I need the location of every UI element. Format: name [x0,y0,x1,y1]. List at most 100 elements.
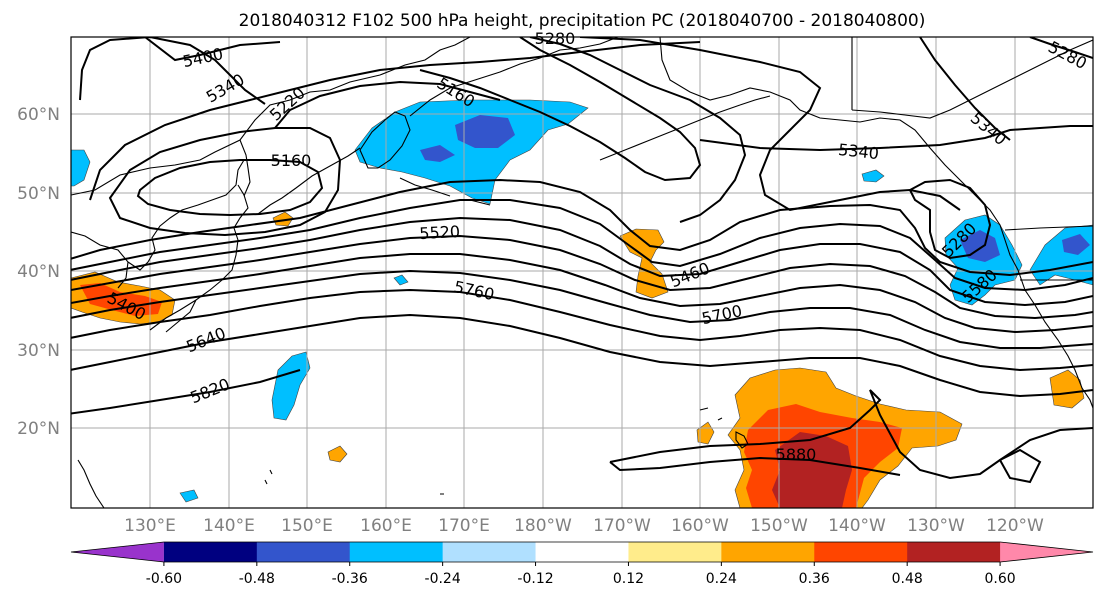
contour-5340-mid [579,37,961,212]
contour-label: 5160 [271,151,312,170]
lat-tick: 50°N [17,184,60,204]
colorbar-label: -0.48 [239,571,275,587]
contour-5280-north [529,37,747,223]
colorbar-segment [256,542,351,562]
lon-ticks: 130°E 140°E 150°E 160°E 170°E 180°W 170°… [124,516,1044,536]
lon-tick: 130°E [124,516,176,536]
lon-tick: 150°W [750,516,808,536]
lat-tick: 30°N [17,341,60,361]
precip-negative-west-edge [71,149,91,187]
colorbar-label: -0.12 [517,571,553,587]
lon-tick: 180°W [514,516,572,536]
contour-5880-island [998,448,1042,484]
lon-tick: 160°E [360,516,412,536]
lon-tick: 160°W [671,516,729,536]
contour-5340-outer [79,37,266,105]
precip-positive-japan-core [80,283,162,316]
lon-tick: 120°W [986,516,1044,536]
colorbar-label: 0.60 [985,571,1016,587]
contour-label: 5280 [535,29,576,48]
precip-positive-south [327,445,348,463]
colorbar-label: 0.36 [799,571,830,587]
colorbar-label: -0.60 [146,571,182,587]
precip-negative-gulf [861,169,885,183]
figure-title: 2018040312 F102 500 hPa height, precipit… [239,11,926,31]
lon-tick: 140°E [203,516,255,536]
precip-positive-california [1049,369,1085,409]
precip-negative-tiny [179,489,199,503]
colorbar-label: 0.48 [892,571,923,587]
contour-5520 [71,216,1093,307]
coast-siberia-north [409,37,619,117]
map-frame [70,36,1094,509]
contour-5820 [71,313,1093,398]
colorbar-segment [349,542,444,562]
precip-negative-kamchatka [354,99,589,205]
contour-5460 [71,199,1093,292]
lat-ticks: 60°N 50°N 40°N 30°N 20°N [17,105,60,439]
height-contours [71,37,1093,484]
contour-5640 [71,253,1093,334]
coast-sakhalin [239,139,251,197]
colorbar-label: 0.12 [613,571,644,587]
colorbar-segment [442,542,537,562]
colorbar-segment [71,542,164,562]
contour-5340-ne [919,37,1011,141]
coast-hawaii [699,407,749,449]
contour-5820-low [71,369,301,415]
lat-tick: 60°N [17,105,60,125]
coast-islands [77,459,444,508]
contour-5400-outer [144,37,281,62]
colorbar-segment [721,542,815,562]
colorbar: -0.60 -0.48 -0.36 -0.24 -0.12 0.12 0.24 0.36 0.4… [70,541,1094,587]
coast-us-border [1004,225,1093,281]
lon-tick: 140°W [828,516,886,536]
coast-alaska-peninsula [739,95,771,106]
contour-5220-upper [274,80,501,129]
colorbar-label: -0.36 [332,571,368,587]
contour-5400-trough [71,178,1093,277]
precip-positive-small [272,211,294,227]
precip-negative-small [393,274,409,286]
colorbar-segment [535,542,629,562]
precip-negative-east-edge-core [1062,234,1090,255]
contour-5280-low [908,178,992,260]
coast-japan [149,184,249,333]
lon-tick: 130°W [907,516,965,536]
contour-5760 [71,288,1093,372]
coast-china-korea [71,159,245,289]
lon-tick: 150°E [281,516,333,536]
coast-asia [71,37,471,196]
contour-5160-west [136,159,324,217]
precip-negative-kamchatka-core [455,115,515,148]
colorbar-segment [1000,542,1093,562]
colorbar-segment [163,542,258,562]
contour-label: 5340 [837,140,879,163]
coast-kurils [257,147,361,215]
lat-tick: 40°N [17,262,60,282]
precipitation-fills [71,99,1093,508]
precip-negative-marianas [271,351,311,421]
lon-tick: 170°E [438,516,490,536]
colorbar-segment [628,542,722,562]
precip-negative-kamchatka-core2 [420,145,455,162]
contour-5580 [71,234,1093,320]
colorbar-segment [907,542,1001,562]
contour-label: 5520 [419,222,461,243]
coast-kamchatka [359,111,411,169]
colorbar-label: -0.24 [425,571,461,587]
contour-5160-north [419,37,702,182]
lon-tick: 170°W [593,516,651,536]
contour-5280-outer [89,41,701,201]
coast-canada-border [851,37,906,116]
contour-label: 5880 [776,445,817,464]
colorbar-segment [814,542,908,562]
contour-5700 [71,269,1093,349]
map-panel: 5280 5400 5340 5220 5160 5160 5280 5340 … [70,29,1094,509]
lat-tick: 20°N [17,419,60,439]
contour-5280-ne [1029,37,1093,59]
contour-5340-east [699,125,1093,152]
coast-west-canada [904,39,1093,119]
precip-positive-hawaii-core [772,432,852,508]
